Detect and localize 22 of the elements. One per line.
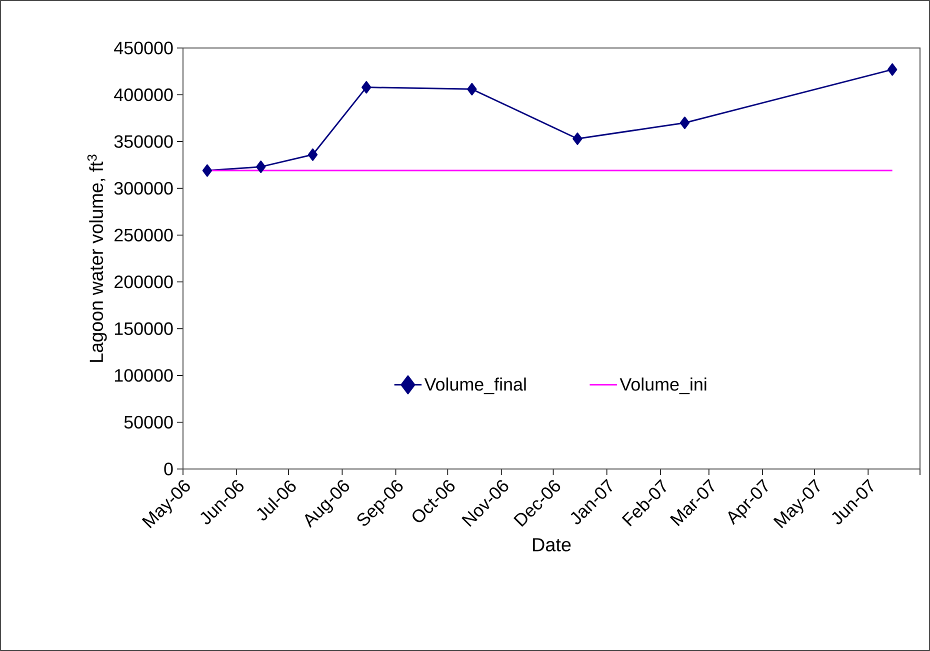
- y-tick-label: 250000: [114, 228, 173, 242]
- point: [680, 116, 690, 130]
- point: [887, 63, 898, 76]
- y-tick-label: 150000: [115, 322, 173, 336]
- legend-label: Volume_ini: [620, 378, 706, 394]
- x-axis-title: Date: [533, 538, 571, 552]
- y-tick-label: 450000: [114, 42, 173, 54]
- y-tick-label: 50000: [124, 416, 173, 429]
- y-tick-label: 400000: [114, 88, 173, 102]
- y-tick-label: 200000: [114, 276, 173, 288]
- point: [256, 160, 266, 174]
- y-tick-label: 350000: [114, 135, 173, 148]
- point: [362, 81, 372, 94]
- y-tick-label: 0: [164, 462, 173, 476]
- point: [308, 148, 318, 161]
- point: [467, 82, 477, 96]
- y-tick-label: 100000: [115, 369, 173, 382]
- point: [572, 132, 582, 145]
- y-tick-label: 300000: [114, 182, 173, 195]
- point: [202, 164, 212, 177]
- y-axis-title: Lagoon water volume, ft$^{3}$: [87, 154, 107, 362]
- legend-label: Volume_final: [424, 378, 526, 394]
